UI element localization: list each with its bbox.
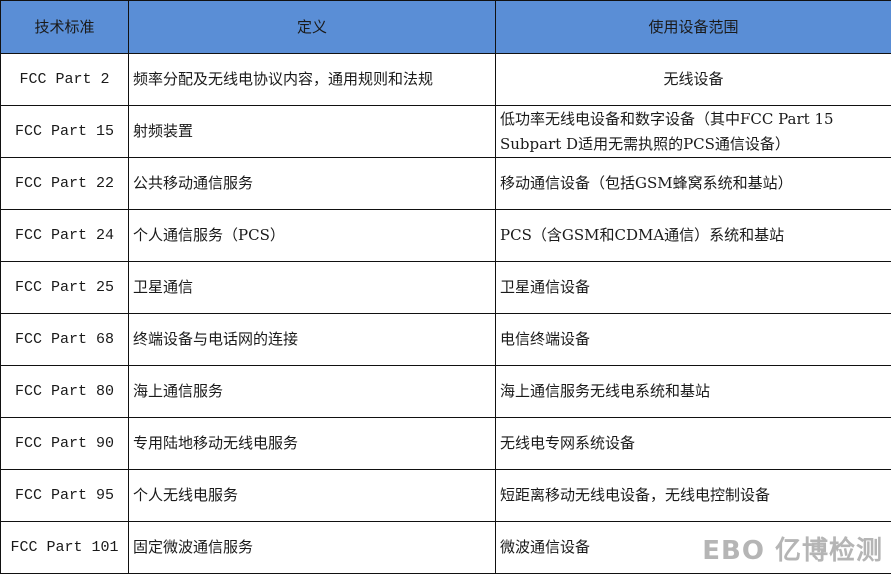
cell-standard: FCC Part 90 bbox=[0, 417, 129, 470]
cell-standard: FCC Part 22 bbox=[0, 157, 129, 210]
table-row: FCC Part 15 射频装置 低功率无线电设备和数字设备（其中FCC Part … bbox=[0, 105, 891, 158]
cell-definition: 终端设备与电话网的连接 bbox=[128, 313, 496, 366]
cell-definition: 个人无线电服务 bbox=[128, 469, 496, 522]
cell-standard: FCC Part 101 bbox=[0, 521, 129, 574]
cell-definition: 卫星通信 bbox=[128, 261, 496, 314]
cell-scope: 无线设备 bbox=[495, 53, 891, 106]
cell-scope: 无线电专网系统设备 bbox=[495, 417, 891, 470]
cell-standard: FCC Part 25 bbox=[0, 261, 129, 314]
header-definition: 定义 bbox=[128, 0, 496, 54]
table-row: FCC Part 2 频率分配及无线电协议内容，通用规则和法规 无线设备 bbox=[0, 53, 891, 106]
header-scope: 使用设备范围 bbox=[495, 0, 891, 54]
cell-definition: 海上通信服务 bbox=[128, 365, 496, 418]
cell-definition: 公共移动通信服务 bbox=[128, 157, 496, 210]
cell-standard: FCC Part 68 bbox=[0, 313, 129, 366]
cell-definition: 频率分配及无线电协议内容，通用规则和法规 bbox=[128, 53, 496, 106]
cell-definition: 专用陆地移动无线电服务 bbox=[128, 417, 496, 470]
cell-standard: FCC Part 24 bbox=[0, 209, 129, 262]
cell-standard: FCC Part 95 bbox=[0, 469, 129, 522]
table-row: FCC Part 25 卫星通信 卫星通信设备 bbox=[0, 261, 891, 314]
watermark-logo: EBO 亿博检测 bbox=[702, 536, 883, 566]
cell-standard: FCC Part 15 bbox=[0, 105, 129, 158]
table-row: FCC Part 24 个人通信服务（PCS） PCS（含GSM和CDMA通信）系统… bbox=[0, 209, 891, 262]
table-row: FCC Part 90 专用陆地移动无线电服务 无线电专网系统设备 bbox=[0, 417, 891, 470]
cell-scope: 低功率无线电设备和数字设备（其中FCC Part 15 Subpart D适用无… bbox=[495, 105, 891, 158]
cell-scope: 海上通信服务无线电系统和基站 bbox=[495, 365, 891, 418]
table-row: FCC Part 80 海上通信服务 海上通信服务无线电系统和基站 bbox=[0, 365, 891, 418]
cell-scope: 短距离移动无线电设备，无线电控制设备 bbox=[495, 469, 891, 522]
header-standard: 技术标准 bbox=[0, 0, 129, 54]
cell-scope: 电信终端设备 bbox=[495, 313, 891, 366]
cell-definition: 射频装置 bbox=[128, 105, 496, 158]
cell-standard: FCC Part 80 bbox=[0, 365, 129, 418]
cell-scope: 卫星通信设备 bbox=[495, 261, 891, 314]
header-row: 技术标准 定义 使用设备范围 bbox=[0, 0, 891, 54]
cell-standard: FCC Part 2 bbox=[0, 53, 129, 106]
table-row: FCC Part 95 个人无线电服务 短距离移动无线电设备，无线电控制设备 bbox=[0, 469, 891, 522]
cell-scope: 移动通信设备（包括GSM蜂窝系统和基站） bbox=[495, 157, 891, 210]
cell-definition: 固定微波通信服务 bbox=[128, 521, 496, 574]
table-row: FCC Part 101 固定微波通信服务 微波通信设备 bbox=[0, 521, 891, 574]
cell-scope: PCS（含GSM和CDMA通信）系统和基站 bbox=[495, 209, 891, 262]
table-row: FCC Part 68 终端设备与电话网的连接 电信终端设备 bbox=[0, 313, 891, 366]
table-row: FCC Part 22 公共移动通信服务 移动通信设备（包括GSM蜂窝系统和基站） bbox=[0, 157, 891, 210]
cell-definition: 个人通信服务（PCS） bbox=[128, 209, 496, 262]
